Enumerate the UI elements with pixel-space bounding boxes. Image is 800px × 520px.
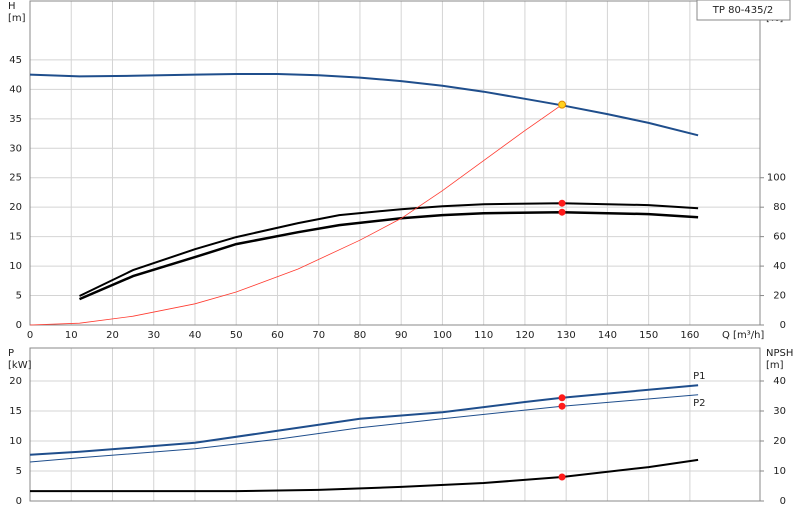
y2-tick-label: 10 — [773, 466, 786, 477]
x-tick-label: 30 — [147, 330, 160, 341]
x-tick-label: 10 — [65, 330, 78, 341]
y-tick-label: 0 — [16, 496, 22, 507]
series-label: P2 — [693, 398, 705, 409]
x-tick-label: 80 — [354, 330, 367, 341]
y-tick-label: 20 — [9, 202, 22, 213]
y-tick-label: 15 — [9, 232, 22, 243]
y2-tick-label: 60 — [773, 232, 786, 243]
x-tick-label: 160 — [680, 330, 699, 341]
x-tick-label: 140 — [598, 330, 617, 341]
y-tick-label: 45 — [9, 55, 22, 66]
y2-tick-label: 100 — [767, 173, 786, 184]
y-tick-label: 10 — [9, 261, 22, 272]
operating-point — [558, 199, 566, 207]
curve — [29, 73, 699, 137]
x-tick-label: 50 — [230, 330, 243, 341]
x-tick-label: 90 — [395, 330, 408, 341]
y-axis-unit: [m] — [8, 13, 26, 24]
operating-point — [558, 208, 566, 216]
operating-point — [558, 402, 566, 410]
y2-axis-unit: [m] — [766, 360, 784, 371]
y2-tick-label: 40 — [773, 376, 786, 387]
x-tick-label: 110 — [474, 330, 493, 341]
x-tick-label: 130 — [557, 330, 576, 341]
y2-tick-label: 0 — [780, 320, 786, 331]
curve — [29, 384, 699, 456]
title-box — [696, 0, 791, 21]
y2-tick-label: 30 — [773, 406, 786, 417]
x-tick-label: 0 — [27, 330, 33, 341]
y-tick-label: 5 — [16, 291, 22, 302]
x-tick-label: 40 — [189, 330, 202, 341]
operating-point — [558, 473, 566, 481]
y-tick-label: 15 — [9, 406, 22, 417]
y-axis-label: P — [8, 348, 14, 359]
y2-axis-label: NPSH — [766, 348, 793, 359]
x-tick-label: 120 — [515, 330, 534, 341]
x-tick-label: 100 — [433, 330, 452, 341]
x-tick-label: 20 — [106, 330, 119, 341]
y2-tick-label: 20 — [773, 436, 786, 447]
y-axis-label: H — [8, 1, 16, 12]
plot-frame — [29, 347, 761, 502]
y2-tick-label: 40 — [773, 261, 786, 272]
x-tick-label: 60 — [271, 330, 284, 341]
curve — [29, 104, 563, 326]
x-tick-label: 70 — [312, 330, 325, 341]
curve — [29, 394, 699, 463]
operating-point — [558, 394, 566, 402]
y-tick-label: 40 — [9, 84, 22, 95]
y2-tick-label: 0 — [780, 496, 786, 507]
x-tick-label: 150 — [639, 330, 658, 341]
curve — [79, 202, 699, 297]
y-tick-label: 10 — [9, 436, 22, 447]
operating-point — [558, 100, 567, 109]
curve — [30, 458, 699, 493]
y2-tick-label: 80 — [773, 202, 786, 213]
plot-frame — [29, 0, 761, 326]
y-tick-label: 35 — [9, 114, 22, 125]
y-tick-label: 0 — [16, 320, 22, 331]
y-tick-label: 25 — [9, 173, 22, 184]
y-tick-label: 20 — [9, 376, 22, 387]
y-tick-label: 5 — [16, 466, 22, 477]
y-axis-unit: [kW] — [8, 360, 32, 371]
y2-tick-label: 20 — [773, 291, 786, 302]
x-axis-label: Q [m³/h] — [722, 330, 764, 341]
chart-title: TP 80-435/2 — [712, 5, 773, 16]
y-tick-label: 30 — [9, 143, 22, 154]
series-label: P1 — [693, 371, 705, 382]
